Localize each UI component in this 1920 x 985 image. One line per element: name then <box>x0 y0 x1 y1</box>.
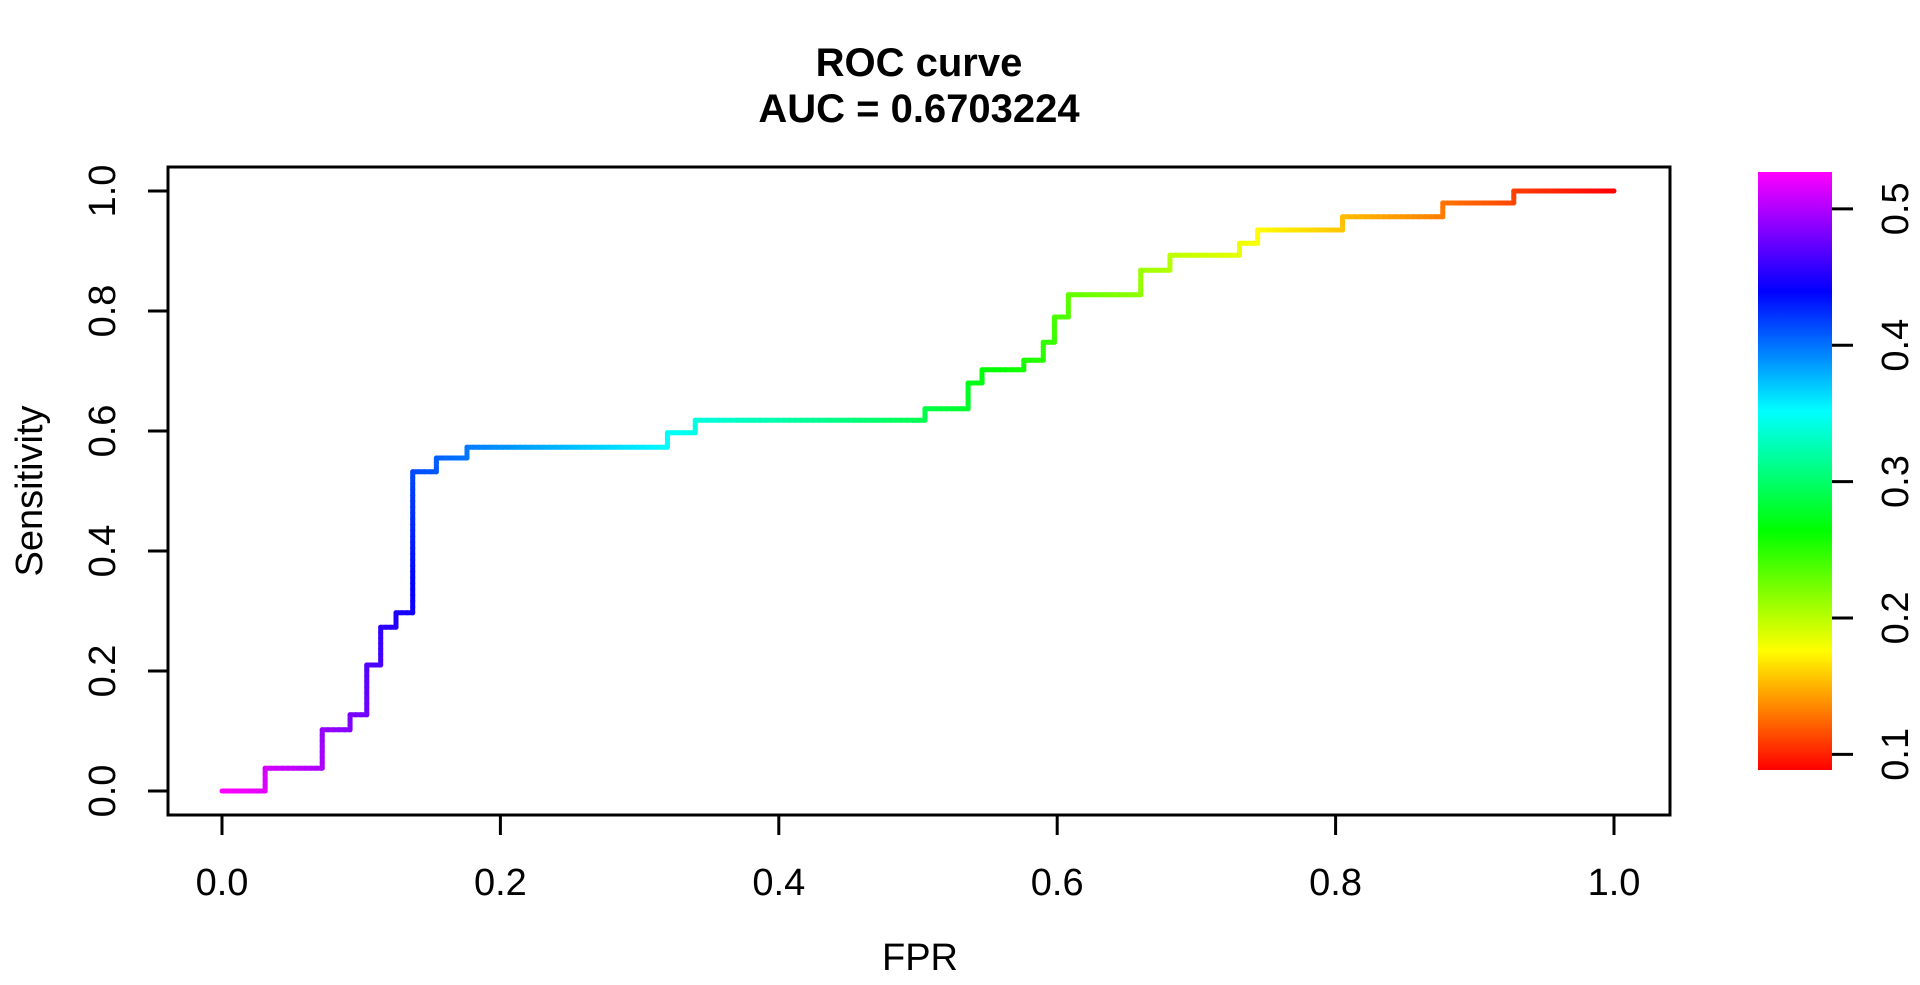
plot-border <box>166 165 1672 817</box>
colorbar <box>1758 172 1832 770</box>
y-tick-label: 0.4 <box>82 525 124 578</box>
x-tick-label: 0.2 <box>474 862 527 904</box>
colorbar-tick-label: 0.4 <box>1875 319 1917 372</box>
roc-curve <box>219 188 1617 794</box>
chart-title: ROC curve <box>816 41 1023 85</box>
colorbar-tick-label: 0.5 <box>1875 182 1917 235</box>
chart-titles: ROC curve AUC = 0.6703224 <box>758 41 1080 131</box>
y-axis-title: Sensitivity <box>9 405 51 576</box>
x-tick-label: 1.0 <box>1588 862 1641 904</box>
colorbar-tick-label: 0.1 <box>1875 728 1917 781</box>
y-tick-label: 0.2 <box>82 645 124 698</box>
x-tick-label: 0.8 <box>1309 862 1362 904</box>
y-tick-label: 0.8 <box>82 285 124 338</box>
y-tick-label: 0.0 <box>82 765 124 818</box>
y-axis-ticks: 0.0 0.2 0.4 0.6 0.8 1.0 <box>82 165 168 818</box>
colorbar-ticks: 0.5 0.4 0.3 0.2 0.1 <box>1832 182 1917 781</box>
x-axis-ticks: 0.0 0.2 0.4 0.6 0.8 1.0 <box>196 815 1641 904</box>
chart-subtitle: AUC = 0.6703224 <box>758 87 1080 131</box>
x-tick-label: 0.0 <box>196 862 249 904</box>
colorbar-tick-label: 0.3 <box>1875 455 1917 508</box>
y-tick-label: 1.0 <box>82 165 124 218</box>
colorbar-tick-label: 0.2 <box>1875 592 1917 645</box>
x-axis-title: FPR <box>882 937 958 979</box>
x-tick-label: 0.6 <box>1031 862 1084 904</box>
x-tick-label: 0.4 <box>752 862 805 904</box>
y-tick-label: 0.6 <box>82 405 124 458</box>
